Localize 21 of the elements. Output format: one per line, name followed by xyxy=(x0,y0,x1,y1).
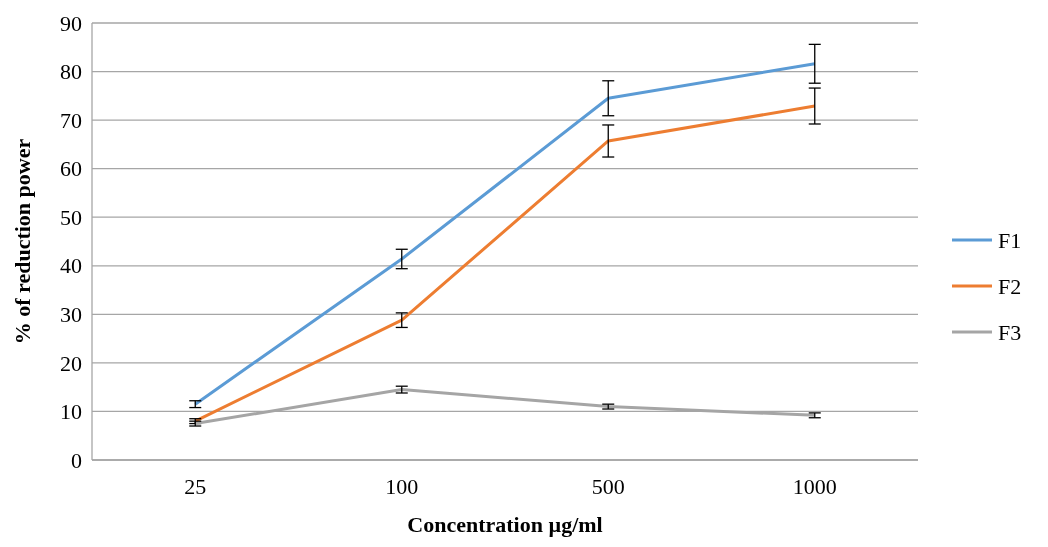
legend-label: F1 xyxy=(998,227,1022,253)
x-tick-label: 500 xyxy=(591,474,625,499)
y-tick-label: 10 xyxy=(60,399,82,425)
y-tick-label: 0 xyxy=(71,447,82,473)
y-axis-title: % of reduction power xyxy=(10,138,35,345)
y-tick-label: 60 xyxy=(60,156,82,182)
y-tick-label: 50 xyxy=(60,204,82,230)
y-tick-label: 30 xyxy=(60,302,82,328)
x-tick-label: 1000 xyxy=(792,474,837,499)
line-series xyxy=(193,104,817,423)
legend-label: F3 xyxy=(998,319,1022,345)
x-axis-title: Concentration µg/ml xyxy=(407,512,603,537)
legend-label: F2 xyxy=(998,273,1022,299)
y-tick-label: 80 xyxy=(60,59,82,85)
x-tick-label: 100 xyxy=(385,474,419,499)
y-tick-label: 20 xyxy=(60,350,82,376)
y-tick-label: 90 xyxy=(60,10,82,36)
line-series xyxy=(193,62,817,406)
y-tick-label: 70 xyxy=(60,107,82,133)
y-tick-label: 40 xyxy=(60,253,82,279)
x-tick-label: 25 xyxy=(184,474,207,499)
